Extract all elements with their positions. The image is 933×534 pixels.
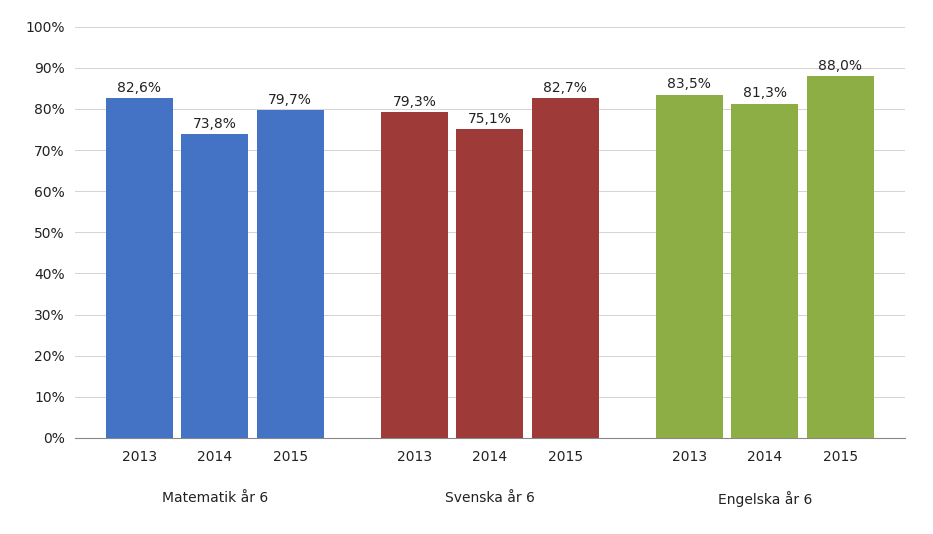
Text: 81,3%: 81,3% (743, 87, 787, 100)
Text: 82,6%: 82,6% (118, 81, 161, 95)
Bar (181, 135, 248, 438)
Text: 79,3%: 79,3% (393, 95, 437, 108)
Text: 73,8%: 73,8% (193, 117, 237, 131)
Text: 82,7%: 82,7% (543, 81, 587, 95)
Text: 75,1%: 75,1% (467, 112, 512, 126)
Bar (731, 104, 799, 438)
Text: Matematik år 6: Matematik år 6 (161, 491, 268, 505)
Text: Svenska år 6: Svenska år 6 (445, 491, 535, 505)
Bar (532, 98, 599, 438)
Bar (381, 112, 448, 438)
Text: 88,0%: 88,0% (818, 59, 862, 73)
Bar (257, 110, 324, 438)
Text: Engelska år 6: Engelska år 6 (717, 491, 812, 507)
Bar (807, 76, 874, 438)
Bar (456, 129, 523, 438)
Text: 83,5%: 83,5% (667, 77, 711, 91)
Text: 79,7%: 79,7% (269, 93, 313, 107)
Bar (656, 95, 723, 438)
Bar (105, 98, 173, 438)
